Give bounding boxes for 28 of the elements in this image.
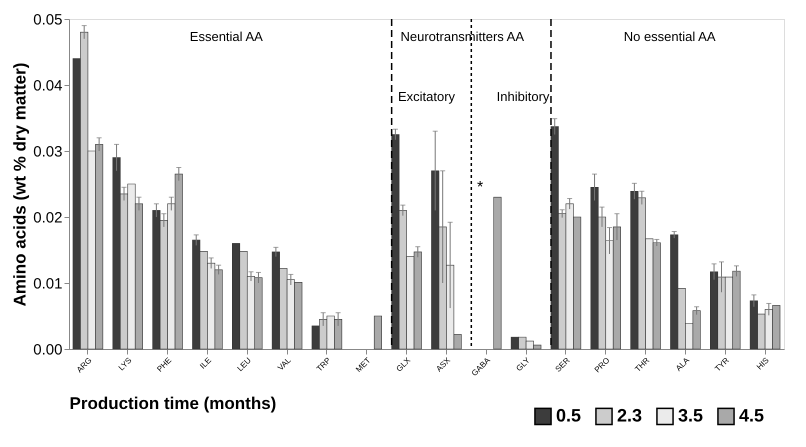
annotation: Excitatory [398,89,456,104]
x-tick-label: VAL [276,355,294,372]
annotation: Inhibitory [496,89,550,104]
legend-label: 3.5 [678,405,704,426]
legend-label: 2.3 [617,405,642,426]
x-tick-label: TYR [713,356,732,374]
y-tick-label: 0.05 [33,12,62,28]
x-tick-label: HIS [754,356,771,372]
y-tick-label: 0.03 [33,144,62,160]
x-tick-label: THR [633,356,652,374]
y-tick-label: 0.01 [33,276,62,292]
x-tick-label: GLY [514,355,532,374]
y-tick-label: 0.02 [33,210,62,226]
y-tick-label: 0.04 [33,78,62,94]
y-tick-label: 0.00 [33,342,62,358]
x-tick-label: ILE [198,356,214,371]
legend-label: 4.5 [739,405,764,426]
annotation: Neurotransmitters AA [400,29,524,44]
annotation: * [477,179,484,196]
annotation: No essential AA [624,29,716,44]
x-tick-label: LYS [116,356,134,372]
annotation: Essential AA [190,29,264,44]
x-axis-title: Production time (months) [70,394,276,413]
x-tick-label: SER [554,356,572,374]
y-axis-title: Amino acids (wt % dry matter) [10,62,30,306]
x-tick-label: ALA [674,355,692,373]
x-tick-label: TRP [314,356,333,374]
legend-label: 0.5 [556,405,582,426]
